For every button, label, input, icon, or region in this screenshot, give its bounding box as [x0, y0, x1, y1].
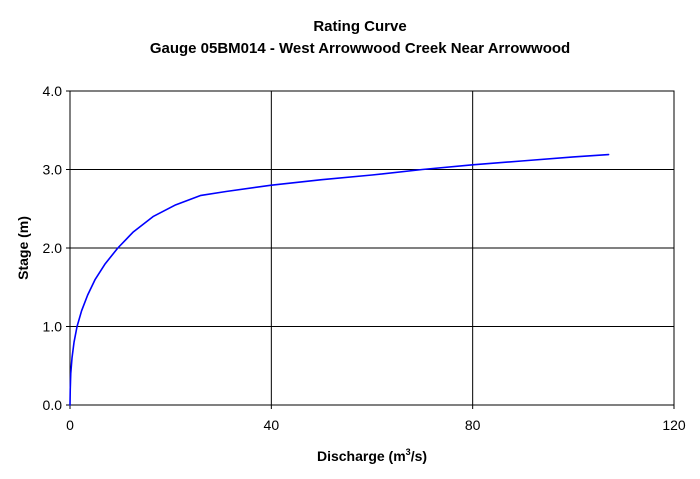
x-tick-label: 80 — [465, 417, 481, 433]
x-axis-title-superscript: 3 — [406, 447, 411, 457]
rating-curve-series-line — [69, 153, 610, 406]
ticks-layer: 0.0 1.0 2.0 3.0 4.0 0 40 80 120 — [43, 83, 686, 433]
y-tick-label: 3.0 — [43, 162, 63, 178]
y-tick-label: 1.0 — [43, 319, 63, 335]
x-axis-title-main: Discharge (m — [317, 448, 406, 464]
y-axis-title: Stage (m) — [15, 216, 31, 280]
chart-subtitle: Gauge 05BM014 - West Arrowwood Creek Nea… — [150, 40, 570, 57]
y-tick-label: 2.0 — [43, 240, 63, 256]
x-tick-label: 0 — [66, 417, 74, 433]
x-tick-label: 40 — [264, 417, 280, 433]
x-axis-title-tail: /s) — [411, 448, 427, 464]
series-layer — [69, 153, 610, 406]
y-tick-label: 0.0 — [43, 397, 63, 413]
x-tick-label: 120 — [662, 417, 686, 433]
y-tick-label: 4.0 — [43, 83, 63, 99]
grid-layer — [70, 91, 674, 405]
chart-title: Rating Curve — [313, 18, 406, 35]
x-axis-title: Discharge (m3/s) — [317, 447, 427, 464]
